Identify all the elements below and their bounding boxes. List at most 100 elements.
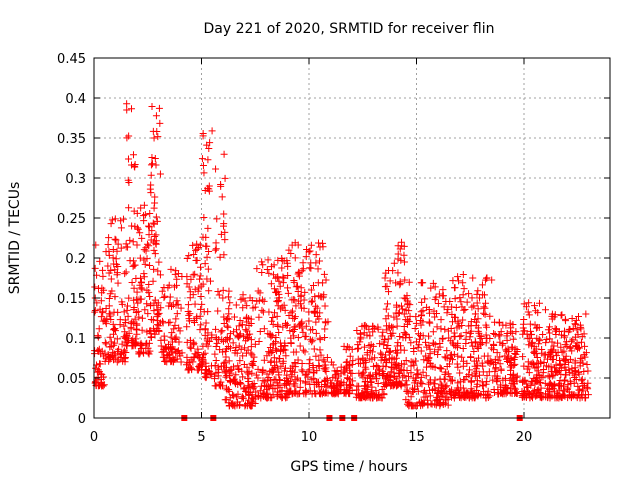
data-point	[404, 398, 412, 406]
data-point	[508, 343, 516, 351]
data-point	[280, 274, 288, 282]
data-point	[435, 290, 443, 298]
data-point	[199, 342, 207, 350]
data-point	[128, 105, 136, 113]
data-point	[572, 375, 580, 383]
data-point	[148, 227, 156, 235]
data-point	[113, 358, 121, 366]
data-point	[165, 281, 173, 289]
data-point	[134, 307, 142, 315]
data-point	[211, 246, 219, 254]
data-point	[460, 376, 468, 384]
data-point	[282, 381, 290, 389]
data-point	[104, 241, 112, 249]
x-tick-label: 20	[516, 430, 533, 445]
data-point	[403, 320, 411, 328]
data-point	[441, 353, 449, 361]
data-point	[381, 336, 389, 344]
data-point	[224, 323, 232, 331]
data-point	[552, 330, 560, 338]
data-point	[493, 378, 501, 386]
data-point	[502, 390, 510, 398]
data-point	[496, 389, 504, 397]
data-point	[456, 369, 464, 377]
data-point	[321, 325, 329, 333]
data-point	[532, 324, 540, 332]
data-point	[293, 282, 301, 290]
data-point	[466, 366, 474, 374]
data-point	[190, 250, 198, 258]
data-point	[442, 368, 450, 376]
data-point	[462, 393, 470, 401]
data-point	[150, 134, 158, 142]
data-point	[234, 398, 242, 406]
data-point	[211, 350, 219, 358]
data-point	[353, 382, 361, 390]
data-point	[307, 336, 315, 344]
data-point	[215, 381, 223, 389]
data-point	[575, 370, 583, 378]
data-point	[532, 307, 540, 315]
data-point	[345, 376, 353, 384]
data-point	[482, 380, 490, 388]
data-point	[172, 333, 180, 341]
data-point	[425, 305, 433, 313]
data-point	[128, 161, 136, 169]
data-point	[269, 385, 277, 393]
data-point	[123, 100, 131, 108]
data-point	[311, 293, 319, 301]
data-point	[481, 304, 489, 312]
data-point	[374, 380, 382, 388]
data-point	[479, 368, 487, 376]
data-point	[202, 369, 210, 377]
data-point	[422, 372, 430, 380]
data-point	[507, 366, 515, 374]
data-point	[269, 320, 277, 328]
data-point	[569, 324, 577, 332]
data-point	[356, 330, 364, 338]
data-point	[412, 374, 420, 382]
x-tick-label: 0	[90, 430, 98, 445]
data-point	[313, 367, 321, 375]
data-point	[105, 234, 113, 242]
data-point	[458, 303, 466, 311]
data-point	[479, 382, 487, 390]
data-point	[311, 309, 319, 317]
data-point	[98, 307, 106, 315]
data-point	[229, 339, 237, 347]
data-point	[580, 351, 588, 359]
data-point	[204, 184, 212, 192]
data-point	[469, 274, 477, 282]
data-point	[511, 349, 519, 357]
data-point	[394, 250, 402, 258]
data-point	[421, 338, 429, 346]
data-point	[309, 282, 317, 290]
data-point	[223, 314, 231, 322]
data-point	[275, 277, 283, 285]
data-point	[186, 288, 194, 296]
data-point	[362, 358, 370, 366]
data-point	[573, 339, 581, 347]
data-point	[467, 389, 475, 397]
data-point	[140, 349, 148, 357]
data-point	[91, 308, 99, 316]
data-point	[194, 352, 202, 360]
data-point	[146, 292, 154, 300]
data-point	[387, 330, 395, 338]
data-point	[294, 374, 302, 382]
data-point	[309, 364, 317, 372]
data-point	[546, 329, 554, 337]
data-point	[354, 391, 362, 399]
data-point	[367, 341, 375, 349]
data-point	[533, 334, 541, 342]
data-point	[284, 289, 292, 297]
data-point	[256, 289, 264, 297]
data-point	[535, 299, 543, 307]
y-tick-label: 0.45	[57, 52, 86, 67]
data-point	[171, 334, 179, 342]
data-point	[288, 373, 296, 381]
data-point	[236, 331, 244, 339]
data-point	[140, 217, 148, 225]
data-point	[200, 351, 208, 359]
data-point	[384, 335, 392, 343]
